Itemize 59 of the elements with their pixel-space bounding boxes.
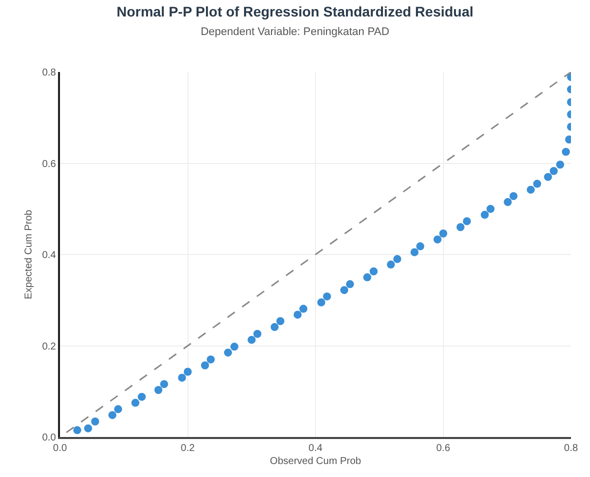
chart-title: Normal P-P Plot of Regression Standardized Residual <box>116 4 474 20</box>
y-tick-label: 0.0 <box>42 432 56 444</box>
point <box>486 204 495 213</box>
point <box>184 368 192 376</box>
point <box>253 330 262 338</box>
x-tick-label: 0.6 <box>436 443 451 454</box>
point <box>526 186 535 194</box>
point <box>91 417 100 426</box>
point <box>201 361 209 370</box>
point <box>533 180 542 188</box>
point <box>178 374 186 382</box>
point <box>550 167 558 176</box>
point <box>439 230 448 238</box>
point <box>294 310 302 319</box>
point <box>206 355 215 364</box>
point <box>276 317 284 326</box>
y-tick-label: 0.8 <box>42 68 56 78</box>
y-tick-label: 0.4 <box>42 250 56 261</box>
point <box>224 348 232 357</box>
point <box>434 235 442 244</box>
point <box>562 148 570 156</box>
x-tick-label: 0.8 <box>564 443 578 454</box>
point <box>299 304 308 313</box>
point <box>363 273 372 282</box>
point <box>510 192 518 200</box>
point <box>73 426 82 434</box>
point <box>386 260 395 269</box>
point <box>230 342 238 351</box>
point <box>544 172 552 181</box>
x-tick-label: 0.2 <box>180 443 196 454</box>
x-axis-title: Observed Cum Prob <box>270 456 362 467</box>
point <box>248 336 256 344</box>
point <box>108 411 116 420</box>
point <box>160 380 168 388</box>
y-tick-label: 0.2 <box>42 341 56 352</box>
x-tick-label: 0.0 <box>53 443 68 454</box>
point <box>131 398 140 407</box>
x-tick-label: 0.4 <box>308 443 323 454</box>
point <box>556 160 564 169</box>
point <box>84 424 92 432</box>
point <box>504 198 512 206</box>
point <box>270 323 279 332</box>
point <box>393 255 402 264</box>
point <box>340 286 348 294</box>
point <box>154 386 162 394</box>
point <box>370 267 378 276</box>
point <box>114 405 122 414</box>
point <box>410 248 419 256</box>
chart-subtitle: Dependent Variable: Peningkatan PAD <box>200 26 390 38</box>
y-axis-title: Expected Cum Prob <box>24 209 35 300</box>
point <box>346 280 354 288</box>
point <box>138 392 146 401</box>
point <box>462 217 471 226</box>
y-tick-label: 0.6 <box>42 158 56 170</box>
point <box>456 223 464 232</box>
point <box>317 298 326 306</box>
point <box>323 292 331 300</box>
point <box>416 242 424 250</box>
point <box>480 210 489 219</box>
